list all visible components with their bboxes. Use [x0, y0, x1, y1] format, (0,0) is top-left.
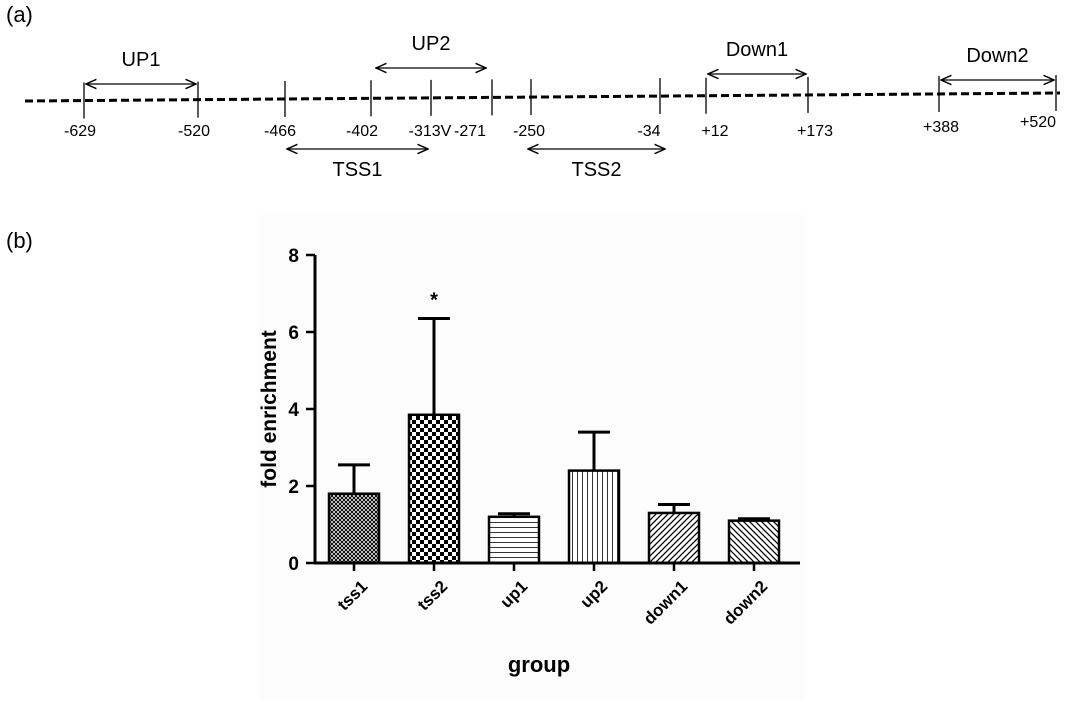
y-tick-label: 8 [288, 246, 299, 267]
coordinate-label: -520 [178, 123, 210, 140]
coordinate-label: +520 [1020, 114, 1056, 131]
region-label-down1: Down1 [726, 39, 788, 61]
promoter-region-map: UP1 UP2 Down1 Down2 TSS1 TSS2 -629 -520 -466 -40… [24, 33, 1061, 181]
region-label-tss1: TSS1 [332, 159, 382, 181]
error-bar-tss1 [338, 463, 370, 494]
bar-down2 [727, 519, 781, 565]
plot-background [258, 215, 806, 700]
coordinate-label: +173 [797, 123, 833, 140]
y-tick-label: 2 [288, 477, 299, 498]
bar-tss2 [407, 413, 461, 565]
coordinate-label: +12 [701, 123, 728, 140]
coordinate-label: +388 [923, 119, 959, 136]
bar-down1 [647, 511, 701, 565]
coordinate-label: -629 [64, 123, 96, 140]
panel-label-a: (a) [6, 2, 33, 27]
bar-up1 [487, 515, 541, 565]
error-bar-up1 [498, 512, 530, 517]
bars [327, 413, 781, 565]
coordinate-label: -466 [264, 123, 296, 140]
coordinate-label: -250 [513, 123, 545, 140]
region-label-up1: UP1 [122, 49, 161, 71]
x-axis-label: group [508, 652, 570, 677]
y-axis-label: fold enrichment [258, 330, 281, 488]
bar-tss1 [327, 492, 381, 565]
significance-marker: * [430, 290, 438, 312]
coordinate-label: -402 [346, 123, 378, 140]
coordinate-label: -271 [454, 123, 486, 140]
region-label-up2: UP2 [412, 33, 451, 55]
error-bars: * [338, 290, 770, 521]
y-tick-label: 6 [288, 323, 299, 344]
panel-label-b: (b) [6, 228, 33, 253]
coordinate-label: -313V [409, 123, 452, 140]
map-arrows: UP1 UP2 Down1 Down2 TSS1 TSS2 [86, 33, 1054, 181]
map-coordinates: -629 -520 -466 -402 -313V -271 -250 -34 +12 +173 +… [64, 114, 1056, 140]
bar-up2 [567, 469, 621, 565]
coordinate-label: -34 [637, 123, 660, 140]
region-label-tss2: TSS2 [571, 159, 621, 181]
error-bar-down1 [658, 502, 690, 513]
region-label-down2: Down2 [966, 45, 1028, 67]
error-bar-tss2 [418, 317, 450, 415]
map-ticks [83, 75, 1057, 119]
error-bar-up2 [578, 430, 610, 471]
y-tick-label: 0 [288, 554, 299, 575]
y-ticks: 0 2 4 6 8 [288, 246, 315, 575]
y-tick-label: 4 [288, 400, 299, 421]
error-bar-down2 [738, 517, 770, 521]
